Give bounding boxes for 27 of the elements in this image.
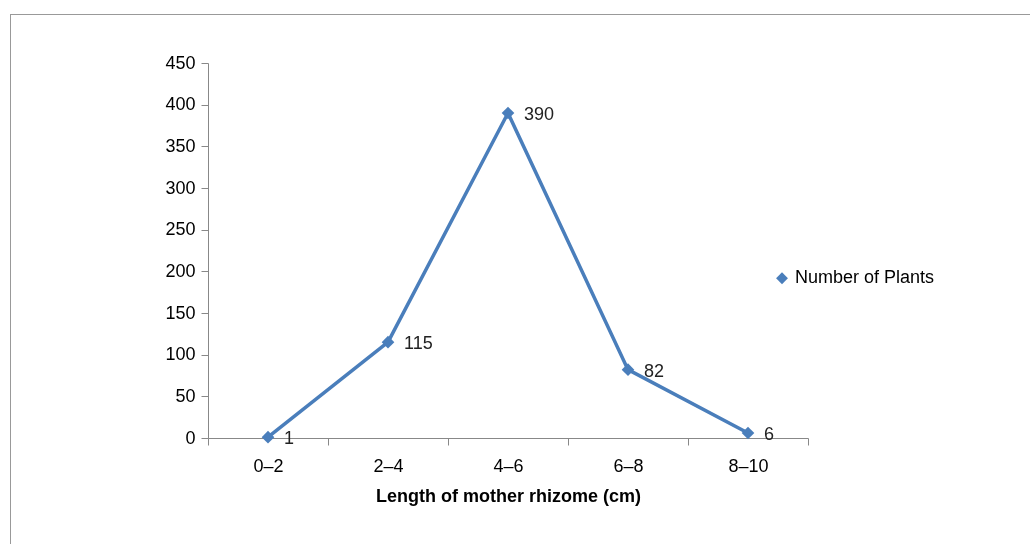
y-tick-label: 50 <box>175 385 196 406</box>
x-tick-label: 8–10 <box>728 455 769 476</box>
x-tick-label: 4–6 <box>493 455 524 476</box>
point <box>381 335 395 349</box>
data-label: 390 <box>524 104 555 124</box>
point <box>741 426 755 440</box>
x-tick-label: 0–2 <box>253 455 284 476</box>
point <box>261 430 275 444</box>
y-tick-label: 450 <box>165 52 196 73</box>
y-tick-label: 300 <box>165 177 196 198</box>
data-label: 115 <box>404 333 433 354</box>
data-label: 1 <box>284 428 295 449</box>
x-axis-title: Length of mother rhizome (cm) <box>376 485 641 506</box>
y-tick-label: 400 <box>165 94 196 115</box>
x-tick-label: 2–4 <box>373 455 404 476</box>
point <box>501 106 515 120</box>
data-label: 82 <box>644 360 665 381</box>
data-label: 6 <box>764 424 775 444</box>
x-tick-label: 6–8 <box>613 455 644 476</box>
y-tick-label: 350 <box>165 135 196 156</box>
point <box>621 363 635 376</box>
y-tick-label: 0 <box>185 427 196 448</box>
y-tick-label: 200 <box>165 260 196 281</box>
y-tick-label: 100 <box>165 344 196 365</box>
legend-label: Number of Plants <box>795 267 935 288</box>
y-tick-label: 150 <box>165 302 196 323</box>
y-tick-label: 250 <box>165 219 196 240</box>
